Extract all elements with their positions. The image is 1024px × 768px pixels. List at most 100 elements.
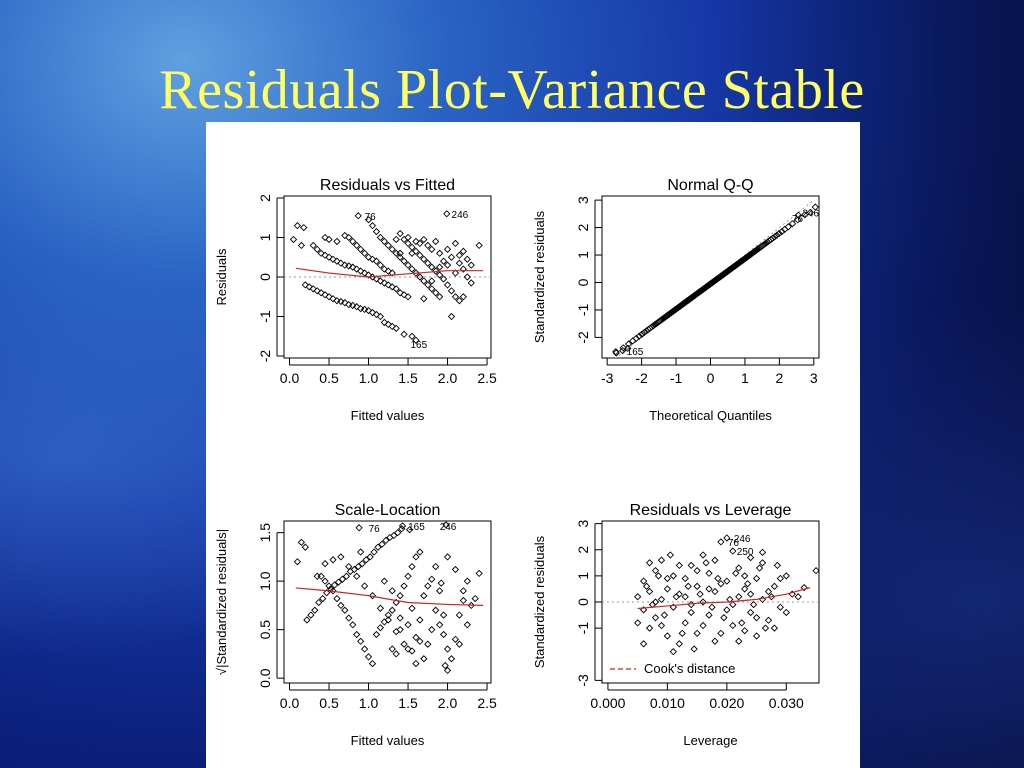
data-point [297,241,306,250]
data-point [380,577,388,585]
data-point [634,593,642,601]
data-point [442,521,450,529]
data-point [424,241,432,250]
data-point [366,553,374,561]
data-point [293,558,302,566]
data-point [329,295,337,303]
data-point [806,208,815,217]
data-point [405,526,414,534]
data-point [687,561,695,570]
data-point [784,223,792,231]
data-point [321,577,329,585]
data-point [711,637,719,645]
data-point [439,611,448,619]
data-point [699,598,707,606]
y-tick-label: 1 [575,572,591,580]
data-point [657,621,666,630]
y-tick-label: 0 [257,273,273,281]
plot-area [293,521,484,675]
diagnostic-plots-svg: Residuals vs Fitted Fitted values Residual… [214,177,841,748]
data-point [396,614,404,622]
data-point [764,616,773,624]
data-point [455,259,464,267]
data-point [428,626,436,634]
x-tick-label: 0.5 [319,695,339,711]
data-point [360,645,369,653]
data-point [337,297,345,306]
y-tick-label: 0.0 [257,668,273,688]
data-point [404,621,412,629]
data-point [384,281,392,289]
data-point [376,261,385,269]
data-point [396,253,404,261]
data-point [392,235,400,244]
x-tick-label: 0.020 [709,695,744,711]
data-point [364,653,373,661]
data-point [645,587,654,596]
data-point [782,572,790,580]
data-point [329,587,337,595]
data-point [345,614,353,622]
data-point [376,233,385,242]
data-point [400,330,408,338]
y-tick-label: -2 [257,350,273,363]
y-tick-label: 1 [257,233,273,241]
data-point [835,187,841,193]
slide-title: Residuals Plot-Variance Stable [159,59,865,121]
data-point [349,237,357,246]
data-point [632,334,640,342]
data-point [678,629,686,637]
data-point [428,575,436,583]
data-point [782,608,790,617]
data-point [400,582,408,590]
data-point [738,619,746,627]
point-label: 246 [734,534,751,545]
point-label: 246 [802,208,819,219]
data-point [408,562,416,571]
smoother-line [295,267,484,278]
data-point [334,578,343,586]
y-tick-label: 2 [575,546,591,554]
data-point [654,572,663,580]
data-point [396,626,404,634]
data-point [746,590,755,598]
diagnostic-plots-figure: Residuals vs Fitted Fitted values Residual… [206,122,860,768]
data-point [657,595,666,604]
data-point [778,227,786,236]
data-point [368,592,377,600]
data-point [758,559,767,567]
data-point [746,608,755,617]
data-point [420,655,428,663]
data-point [663,574,672,583]
data-point [368,255,377,263]
qq-reference-line [614,199,815,358]
data-point [400,640,408,648]
data-point [321,251,329,259]
data-point [380,279,388,287]
data-point [329,556,337,564]
point-label: 76 [792,214,804,225]
data-point [455,640,464,648]
data-point [612,348,620,356]
data-point [463,273,471,281]
x-tick-label: 1.5 [398,370,418,386]
data-point [325,582,333,590]
data-point [311,606,319,614]
data-point [319,594,327,603]
data-point [428,285,436,293]
y-tick-label: 0 [575,278,591,286]
data-point [420,235,428,244]
data-point [699,551,707,559]
cooks-distance-legend-label: Cook's distance [644,661,735,676]
data-point [303,616,311,624]
data-point [699,621,707,630]
y-axis-label: Residuals [214,248,229,306]
data-point [746,553,755,562]
x-tick-label: 0.0 [280,370,300,386]
data-point [350,565,358,574]
data-point [645,559,654,567]
data-point [776,574,784,583]
data-point [443,245,452,253]
smoother-line [637,587,811,610]
data-point [447,253,456,261]
